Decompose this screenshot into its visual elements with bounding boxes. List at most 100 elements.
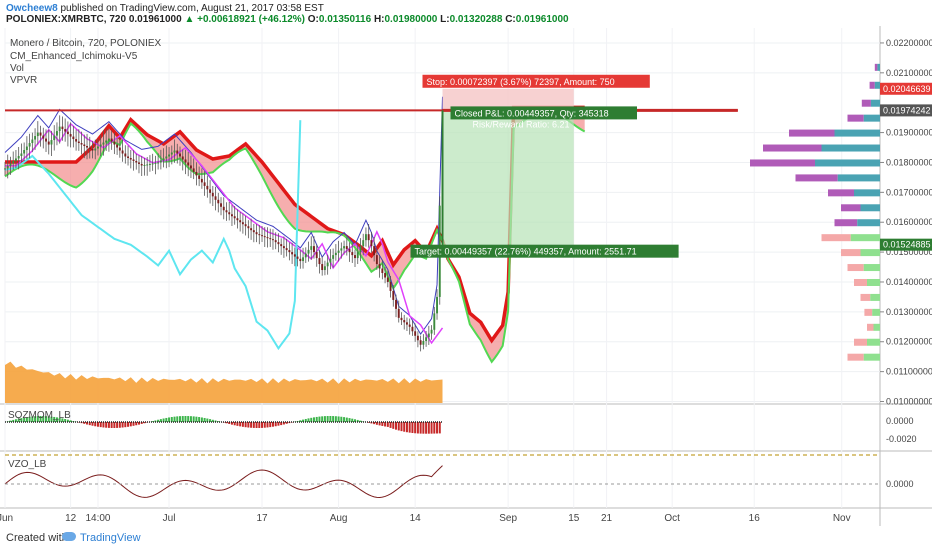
y-tick-label: 0.01400000 [886,277,932,287]
candle-body [321,264,324,271]
candle-body [195,171,198,176]
candle-body [66,131,69,135]
sqz-bar [61,418,64,422]
vpvr-bar-down [861,99,871,107]
sqz-bar [334,416,337,422]
pnl-label-box [450,106,637,120]
sqz-bar [53,416,56,422]
vpvr-bar-up [870,293,880,301]
sqz-bar [154,420,157,422]
legend-ichimoku[interactable]: CM_Enhanced_Ichimoku-V5 [10,51,138,62]
sqz-pane-label[interactable]: SQZMOM_LB [8,410,71,421]
sqz-bar [17,418,20,422]
vpvr-bar-up [873,323,880,331]
candle-body [288,250,291,253]
sqz-bar [392,422,395,429]
candle-body [318,258,321,265]
candle-body [143,164,146,166]
vpvr-bar-down [821,234,851,242]
x-tick-label: Jun [0,513,13,524]
low-label: L: [440,14,450,25]
vpvr-bar-up [867,338,880,346]
sqz-bar [378,422,381,426]
sqz-bar [386,422,389,427]
candle-body [47,141,50,145]
vpvr-bar-up [863,114,880,122]
sqz-bar [107,422,110,428]
candle-body [373,246,376,256]
vpvr-bar-down [854,338,867,346]
stop-label-box [422,74,650,88]
candle-body [14,158,17,161]
candle-body [206,185,209,190]
sqz-bar [36,416,39,422]
candle-body [203,182,206,186]
candle-body [118,147,121,151]
x-tick-label: Nov [833,513,851,524]
sqz-bar [397,422,400,431]
sqz-bar [69,420,72,422]
candle-body [397,308,400,318]
vpvr-bar-down [763,144,822,152]
candle-body [132,159,135,161]
sqz-bar [425,422,428,434]
vzo-pane-label[interactable]: VZO_LB [8,459,47,470]
author[interactable]: Owcheew8 [6,3,58,14]
candle-body [326,262,329,267]
candle-body [395,299,397,309]
candle-body [233,216,236,219]
candle-body [329,258,332,263]
sqz-bar [91,422,94,426]
sqz-bar [50,416,53,422]
vpvr-bar-up [834,129,880,137]
y-tick-label: 0.01900000 [886,128,932,138]
candle-body [28,143,31,147]
candle-body [222,206,225,211]
candle-body [302,257,305,262]
legend-vpvr[interactable]: VPVR [10,75,38,86]
candle-body [146,164,149,166]
candle-body [343,246,346,249]
x-tick-label: 16 [749,513,761,524]
candle-body [162,158,165,161]
price-tag: 0.01524885 [883,240,931,250]
stop-zone [442,88,574,111]
candle-body [419,340,422,345]
sqz-bar [192,416,195,422]
sqz-bar [28,416,31,422]
vpvr-bar-up [837,174,880,182]
sqz-bar [405,422,408,433]
candle-body [354,255,356,259]
sqz-bar [209,419,212,422]
sqz-bar [135,422,138,426]
candle-body [154,162,157,164]
sqz-bar [373,422,376,425]
sqz-bar [340,416,343,422]
last-price: 0.01961000 [128,14,182,25]
sqz-bar [140,422,143,424]
price-tag-box [880,238,932,251]
vpvr-bar-down [834,219,858,227]
sqz-bar [351,418,354,422]
sqz-bar [42,416,45,422]
vpvr-bar-down [847,264,864,272]
candle-body [102,142,105,145]
sqz-bar [416,422,419,434]
sqz-bar [274,422,277,427]
candle-body [269,238,272,240]
legend-vol[interactable]: Vol [10,63,24,74]
candle-body [425,337,428,341]
sqz-bar [102,422,105,428]
candle-body [140,163,143,166]
tradingview-brand[interactable]: TradingView [80,532,141,544]
senkou-span-b [4,110,586,364]
y-tick-label: 0.01500000 [886,247,932,257]
sqz-bar [408,422,411,433]
sqz-bar [58,417,61,422]
sqz-bar [137,422,140,425]
sqz-bar [55,417,58,422]
candle-body [39,132,42,136]
sqz-bar [436,422,439,434]
sqz-bar [214,420,217,422]
